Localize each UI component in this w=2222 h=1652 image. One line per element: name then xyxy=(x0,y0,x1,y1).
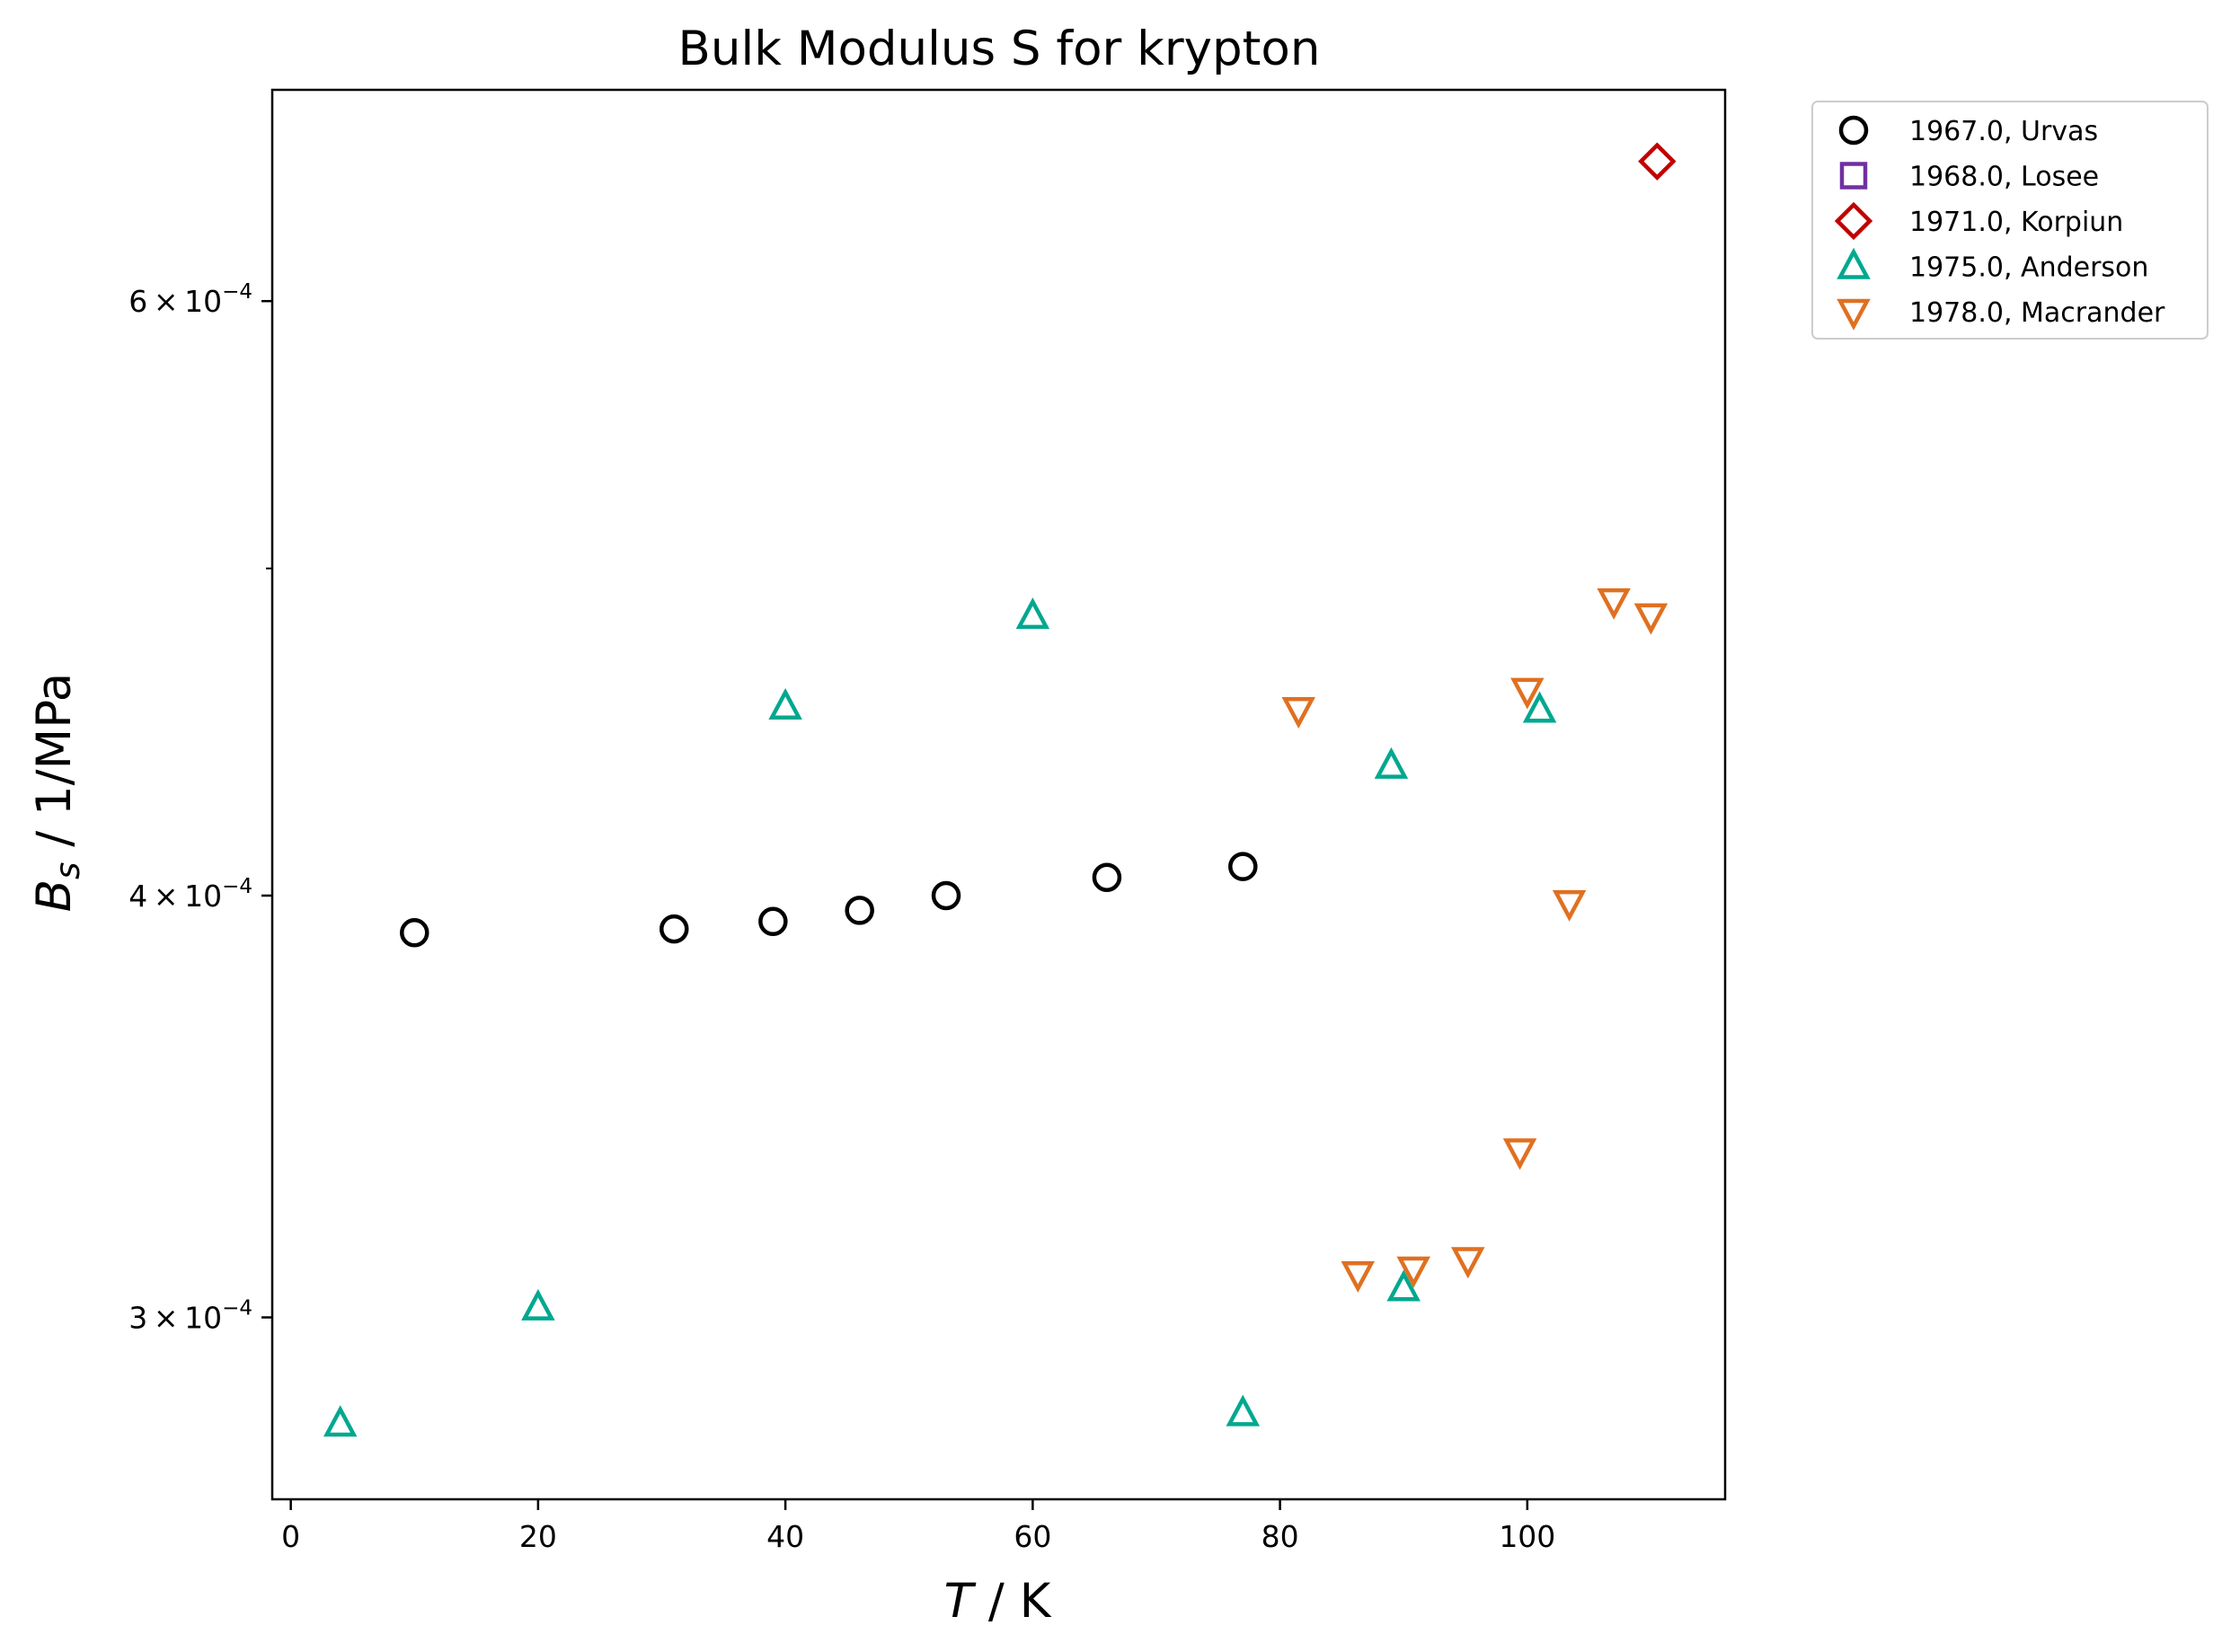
legend-marker xyxy=(1839,162,1868,190)
x-axis-label: T / K xyxy=(944,1574,1052,1629)
data-point xyxy=(1386,1269,1421,1302)
x-axis: 0 20 40 60 80 100 xyxy=(281,1499,1555,1554)
series-triangle-up xyxy=(323,597,1557,1437)
plot-area xyxy=(270,88,1727,1501)
data-point xyxy=(1396,1256,1430,1288)
legend-marker xyxy=(1834,201,1873,241)
x-tick-label: 20 xyxy=(519,1519,557,1554)
x-tick-label: 80 xyxy=(1261,1519,1299,1554)
legend-marker xyxy=(1837,247,1871,279)
legend-frame xyxy=(1811,101,2209,340)
data-point xyxy=(1638,142,1677,181)
series-triangle-down xyxy=(1281,587,1669,1294)
legend-entry: 1968.0, Losee xyxy=(1839,162,2099,193)
data-point xyxy=(1092,862,1122,892)
series-diamond xyxy=(1638,142,1677,181)
legend-label: 1967.0, Urvas xyxy=(1909,116,2098,147)
chart-title: Bulk Modulus S for krypton xyxy=(678,22,1321,76)
legend: 1967.0, Urvas 1968.0, Losee 1971.0, Korpiu… xyxy=(1811,101,2209,340)
legend-label: 1968.0, Losee xyxy=(1909,162,2099,193)
y-tick-label: 6 × 10−4 xyxy=(128,280,252,319)
data-point xyxy=(1552,889,1587,922)
x-tick-label: 60 xyxy=(1014,1519,1051,1554)
legend-label: 1978.0, Macrander xyxy=(1909,297,2165,329)
data-point xyxy=(758,906,788,937)
series-circle xyxy=(400,852,1258,948)
x-tick-label: 0 xyxy=(281,1519,300,1554)
legend-entry: 1975.0, Anderson xyxy=(1837,247,2148,284)
data-point xyxy=(323,1405,358,1437)
x-tick-label: 40 xyxy=(766,1519,804,1554)
data-point xyxy=(1226,1394,1261,1427)
legend-label: 1971.0, Korpiun xyxy=(1909,207,2123,238)
data-point xyxy=(1341,1261,1376,1294)
data-point xyxy=(1228,852,1258,881)
data-point xyxy=(1502,1138,1537,1171)
y-axis-label: Bs / 1/MPa xyxy=(27,673,87,913)
data-point xyxy=(1450,1247,1485,1279)
data-point xyxy=(1015,597,1050,630)
legend-marker xyxy=(1837,298,1871,331)
data-point xyxy=(521,1288,555,1321)
x-tick-label: 100 xyxy=(1499,1519,1555,1554)
data-point xyxy=(1522,691,1557,723)
data-point xyxy=(400,918,429,948)
data-point xyxy=(931,880,961,911)
legend-entry: 1978.0, Macrander xyxy=(1837,297,2165,331)
data-point xyxy=(768,687,802,720)
data-point xyxy=(845,896,874,925)
data-point xyxy=(1597,587,1631,620)
data-point xyxy=(660,914,689,944)
plot-frame xyxy=(270,88,1727,1501)
data-point xyxy=(1633,603,1669,635)
legend-entry: 1967.0, Urvas xyxy=(1838,115,2098,147)
y-tick-label: 4 × 10−4 xyxy=(128,875,252,914)
legend-marker xyxy=(1838,115,1869,146)
data-point xyxy=(1281,697,1315,729)
legend-entry: 1971.0, Korpiun xyxy=(1834,201,2123,241)
legend-label: 1975.0, Anderson xyxy=(1909,252,2148,284)
data-point xyxy=(1374,746,1409,779)
y-axis: 3 × 10−4 4 × 10−4 6 × 10−4 xyxy=(128,280,272,1336)
y-tick-label: 3 × 10−4 xyxy=(128,1297,252,1336)
data-series xyxy=(323,142,1677,1437)
data-point xyxy=(1510,677,1545,710)
